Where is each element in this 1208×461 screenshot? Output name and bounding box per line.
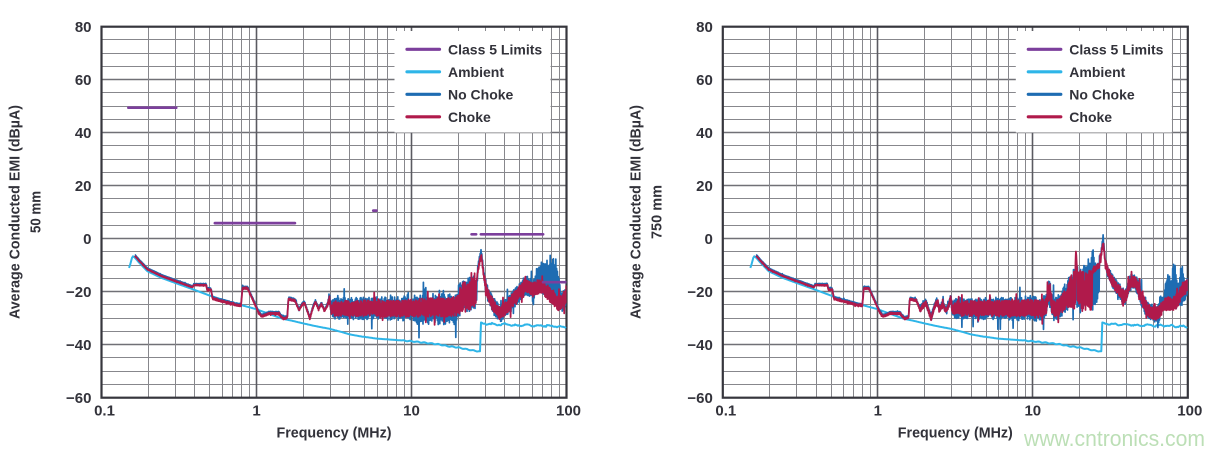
svg-text:50 mm: 50 mm [28, 191, 45, 233]
svg-text:Choke: Choke [448, 109, 491, 125]
svg-text:Choke: Choke [1069, 109, 1112, 125]
svg-text:80: 80 [696, 19, 713, 36]
svg-text:Frequency (MHz): Frequency (MHz) [277, 424, 392, 441]
svg-text:0: 0 [704, 231, 712, 248]
svg-text:1: 1 [252, 402, 260, 419]
svg-text:100: 100 [1177, 402, 1202, 419]
svg-text:−20: −20 [687, 284, 712, 301]
svg-text:Average Conducted EMI (dBµA): Average Conducted EMI (dBµA) [7, 105, 24, 319]
svg-text:750 mm: 750 mm [649, 185, 666, 239]
svg-text:60: 60 [696, 72, 713, 89]
svg-text:40: 40 [75, 125, 92, 142]
svg-text:Frequency (MHz): Frequency (MHz) [898, 424, 1013, 441]
svg-text:0.1: 0.1 [94, 402, 115, 419]
svg-text:No Choke: No Choke [1069, 86, 1135, 102]
svg-text:1: 1 [874, 402, 882, 419]
svg-text:20: 20 [696, 178, 713, 195]
svg-text:Ambient: Ambient [448, 64, 504, 80]
svg-text:100: 100 [556, 402, 581, 419]
svg-text:No Choke: No Choke [448, 86, 514, 102]
svg-text:−40: −40 [66, 337, 91, 354]
svg-text:−20: −20 [66, 284, 91, 301]
svg-text:www.cntronics.com: www.cntronics.com [1023, 426, 1205, 451]
svg-text:−40: −40 [687, 337, 712, 354]
svg-text:Class 5 Limits: Class 5 Limits [1069, 41, 1163, 57]
svg-text:60: 60 [75, 72, 92, 89]
svg-text:10: 10 [1024, 402, 1041, 419]
svg-text:10: 10 [403, 402, 420, 419]
svg-text:Class 5 Limits: Class 5 Limits [448, 41, 542, 57]
svg-text:80: 80 [75, 19, 92, 36]
svg-text:20: 20 [75, 178, 92, 195]
svg-text:0: 0 [83, 231, 91, 248]
svg-text:Average Conducted EMI (dBµA): Average Conducted EMI (dBµA) [628, 105, 645, 319]
svg-text:40: 40 [696, 125, 713, 142]
svg-text:0.1: 0.1 [715, 402, 736, 419]
svg-text:−60: −60 [66, 390, 91, 407]
svg-text:−60: −60 [687, 390, 712, 407]
svg-text:Ambient: Ambient [1069, 64, 1125, 80]
